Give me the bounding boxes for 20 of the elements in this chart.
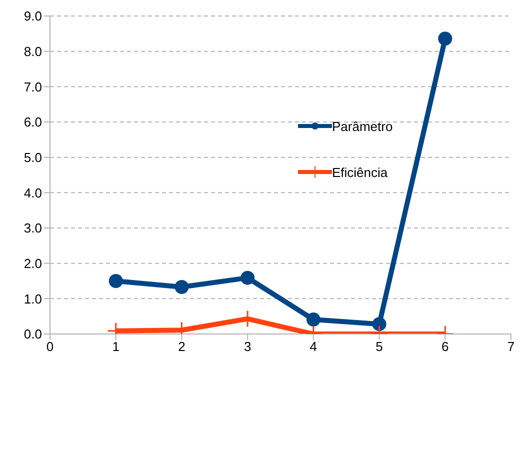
x-tick-label: 6 xyxy=(442,339,449,354)
y-tick-label: 4.0 xyxy=(24,185,42,200)
y-tick-label: 0.0 xyxy=(24,326,42,342)
y-tick-label: 1.0 xyxy=(24,291,42,306)
x-tick-label: 3 xyxy=(244,339,252,354)
legend-label: Parâmetro xyxy=(332,118,393,134)
x-tick-label: 5 xyxy=(376,339,383,354)
legend-label: Eficiência xyxy=(332,164,388,180)
x-tick-label: 4 xyxy=(310,339,318,354)
y-tick-label: 2.0 xyxy=(24,256,42,271)
x-tick-label: 0 xyxy=(46,339,54,354)
x-tick-label: 2 xyxy=(178,339,186,354)
x-tick-label: 1 xyxy=(112,339,120,354)
y-tick-label: 9.0 xyxy=(24,8,42,24)
y-tick-label: 7.0 xyxy=(24,79,42,94)
y-tick-label: 5.0 xyxy=(24,150,42,165)
y-tick-label: 6.0 xyxy=(24,114,42,130)
y-tick-label: 8.0 xyxy=(24,44,42,59)
y-tick-label: 3.0 xyxy=(24,220,42,236)
x-tick-label: 7 xyxy=(507,339,515,354)
